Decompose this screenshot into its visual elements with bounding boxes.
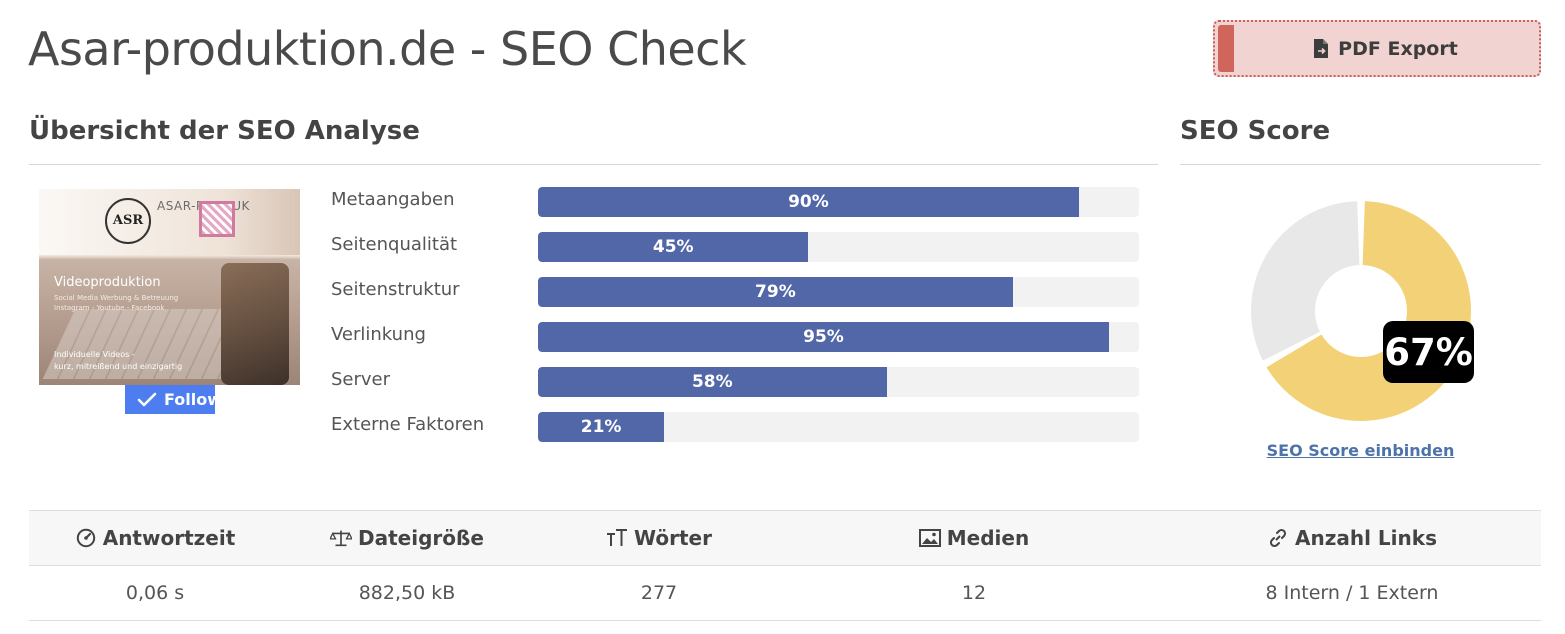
metric-label: Seitenqualität xyxy=(331,234,458,255)
metric-bar-fill: 58% xyxy=(538,367,887,397)
metric-bar-value: 21% xyxy=(580,417,622,437)
metric-bar-value: 79% xyxy=(755,282,796,302)
follow-label: Follow xyxy=(164,390,215,409)
metric-bar-value: 45% xyxy=(652,237,694,257)
pdf-export-content: PDF Export xyxy=(1310,38,1458,60)
metric-bar-fill: 21% xyxy=(538,412,665,442)
image-icon xyxy=(918,527,941,549)
stats-value-row: 0,06 s 882,50 kB 277 12 8 Intern / 1 Ext… xyxy=(29,566,1541,621)
thumb-subline-2: Instagram - Youtube - Facebook xyxy=(54,304,165,312)
overview-title: Übersicht der SEO Analyse xyxy=(29,116,420,146)
metric-bar-track: 79% xyxy=(538,277,1139,307)
stat-header-file-size: Dateigröße xyxy=(281,511,533,565)
stats-table: Antwortzeit Dateigröße Wörter Medien Anz… xyxy=(29,510,1541,621)
balance-scale-icon xyxy=(330,527,353,549)
file-export-icon xyxy=(1310,38,1332,60)
metric-label: Externe Faktoren xyxy=(331,414,485,435)
embed-score-link[interactable]: SEO Score einbinden xyxy=(1266,441,1455,460)
metric-bar-track: 45% xyxy=(538,232,1139,262)
stat-header-label: Wörter xyxy=(634,526,712,550)
metric-bar-value: 90% xyxy=(788,192,829,212)
link-icon xyxy=(1267,527,1289,549)
metric-bar-fill: 90% xyxy=(538,187,1079,217)
stat-header-label: Medien xyxy=(946,526,1030,550)
pdf-export-label: PDF Export xyxy=(1338,37,1458,60)
thumb-footer-1: Individuelle Videos - xyxy=(54,350,135,359)
stat-header-response-time: Antwortzeit xyxy=(29,511,281,565)
thumb-headline: Videoproduktion xyxy=(54,275,161,290)
metric-bar-fill: 95% xyxy=(538,322,1109,352)
stat-header-words: Wörter xyxy=(533,511,785,565)
stats-header-row: Antwortzeit Dateigröße Wörter Medien Anz… xyxy=(29,510,1541,566)
score-badge: 67% xyxy=(1383,321,1474,383)
metric-bar-value: 58% xyxy=(691,372,733,392)
stat-value-media: 12 xyxy=(961,582,987,604)
stat-header-media: Medien xyxy=(785,511,1163,565)
text-height-icon xyxy=(606,527,628,549)
metric-bar-track: 95% xyxy=(538,322,1139,352)
stat-value-file-size: 882,50 kB xyxy=(358,582,456,604)
stat-value-words: 277 xyxy=(640,582,678,604)
metric-bar-fill: 79% xyxy=(538,277,1013,307)
metric-label: Metaangaben xyxy=(331,189,455,210)
stat-header-label: Antwortzeit xyxy=(102,526,236,550)
seo-score-donut xyxy=(1246,196,1476,426)
metric-bar-track: 90% xyxy=(538,187,1139,217)
metric-bar-fill: 45% xyxy=(538,232,809,262)
overview-divider xyxy=(29,164,1158,165)
metric-label: Server xyxy=(331,369,391,390)
thumb-subline-1: Social Media Werbung & Betreuung xyxy=(54,294,179,302)
thumb-logo: ASR xyxy=(105,198,151,244)
score-rest-arc xyxy=(1251,201,1360,361)
score-divider xyxy=(1180,164,1541,165)
button-accent xyxy=(1218,25,1234,72)
stat-header-label: Anzahl Links xyxy=(1295,526,1437,550)
checkmark-icon xyxy=(137,389,157,411)
thumb-footer: Individuelle Videos - kurz, mitreißend u… xyxy=(54,349,182,373)
stat-value-links: 8 Intern / 1 Extern xyxy=(1265,582,1439,604)
metric-label: Seitenstruktur xyxy=(331,279,460,300)
follow-button[interactable]: Follow xyxy=(125,385,215,414)
thumb-photo xyxy=(221,263,289,385)
score-title: SEO Score xyxy=(1180,116,1331,146)
thumb-footer-2: kurz, mitreißend und einzigartig xyxy=(54,362,183,371)
metric-label: Verlinkung xyxy=(331,324,426,345)
stat-value-response-time: 0,06 s xyxy=(125,582,185,604)
pdf-export-button[interactable]: PDF Export xyxy=(1213,20,1541,77)
qr-code-icon xyxy=(199,201,235,237)
metric-bar-track: 58% xyxy=(538,367,1139,397)
thumb-subline: Social Media Werbung & Betreuung Instagr… xyxy=(54,293,178,313)
metric-bar-track: 21% xyxy=(538,412,1139,442)
thumb-banner xyxy=(39,189,300,255)
metric-bar-value: 95% xyxy=(803,327,844,347)
website-thumbnail[interactable]: ASR ASAR-PRODUK Videoproduktion Social M… xyxy=(39,189,300,385)
stat-header-links: Anzahl Links xyxy=(1163,511,1541,565)
speedometer-icon xyxy=(75,527,97,549)
stat-header-label: Dateigröße xyxy=(358,526,484,550)
page-title: Asar-produktion.de - SEO Check xyxy=(28,22,747,76)
